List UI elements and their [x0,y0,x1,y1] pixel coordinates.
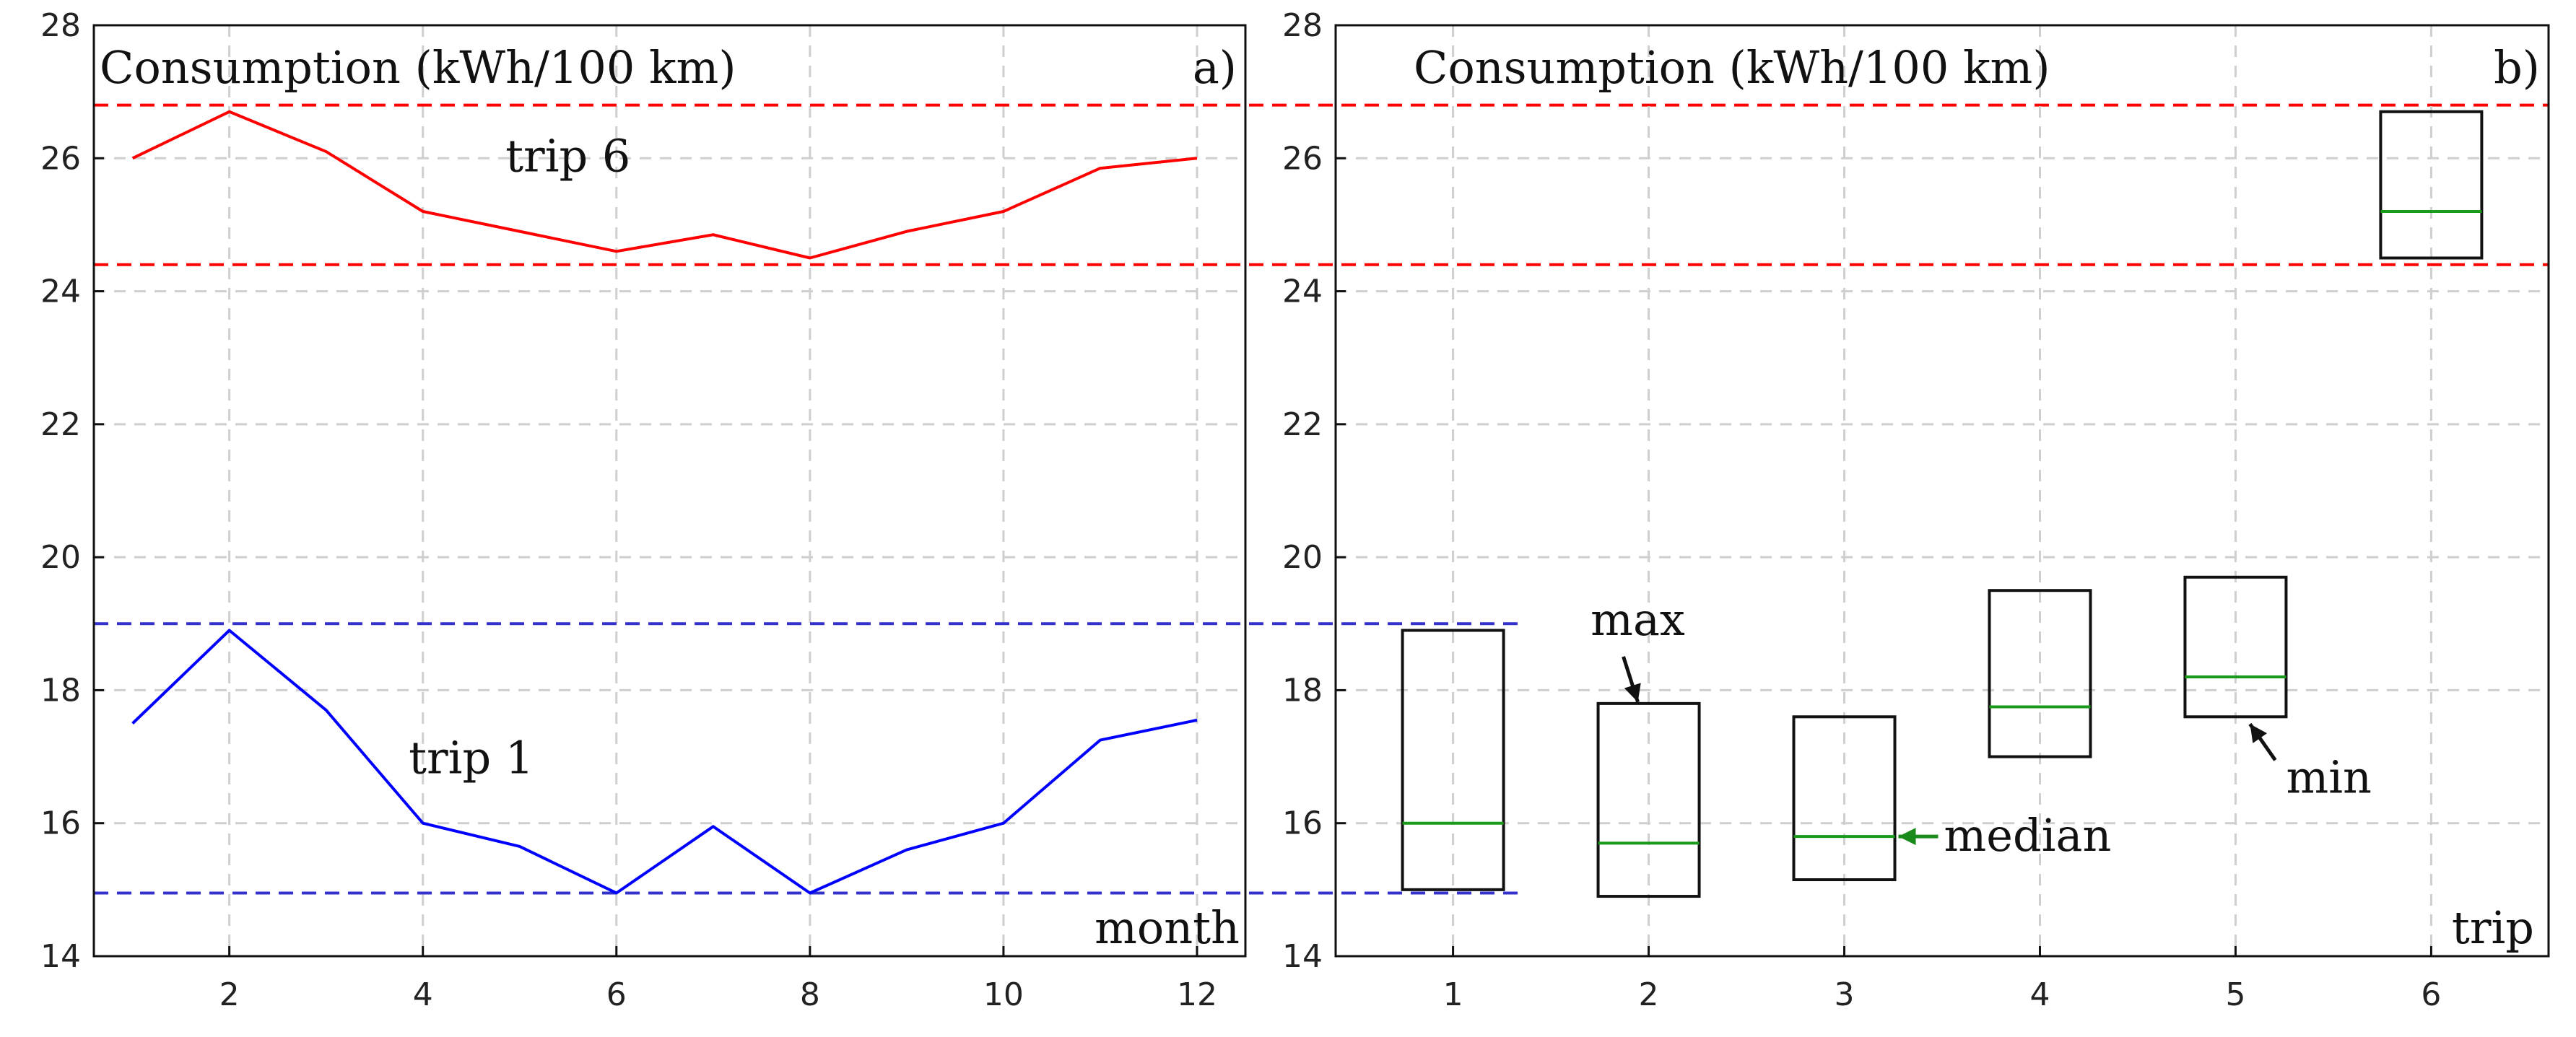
x-tick-label: 12 [1177,976,1217,1013]
panel-a-grid [94,25,1245,956]
panel-b-grid [1336,25,2549,956]
box-trip-6 [2379,110,2484,260]
series-line-trip-1 [131,629,1198,895]
panel-b-label: b) [2494,41,2540,94]
panel-b-frame [1334,24,2550,958]
panel-b-title: Consumption (kWh/100 km) [1414,41,2050,94]
y-tick-label: 24 [40,274,81,310]
y-tick-label: 18 [1282,672,1323,709]
panel-a-series [131,110,1198,895]
median-annotation: median [1944,809,2112,862]
box-trip-2 [1596,701,1701,898]
median-arrowhead [1898,828,1916,846]
max-annotation: max [1591,593,1685,646]
x-tick-label: 3 [1835,976,1855,1013]
panel-a-xlabel: month [1095,901,1240,954]
trip-1-series-label: trip 1 [409,732,534,784]
x-tick-label: 4 [2029,976,2050,1013]
x-tick-label: 2 [219,976,240,1013]
y-tick-label: 28 [1282,7,1323,44]
y-tick-label: 14 [1282,938,1323,975]
y-tick-label: 26 [1282,140,1323,177]
y-tick-label: 14 [40,938,81,975]
x-tick-label: 4 [413,976,433,1013]
box-trip-1 [1401,629,1505,891]
box-trip-4 [1988,589,2092,758]
panel-b-box-chart: 14 16 18 20 22 24 26 28 1 2 3 4 5 6 Consumption (kWh/… [1282,7,2550,1013]
y-tick-label: 28 [40,7,81,44]
panel-b-xlabel: trip [2452,901,2534,954]
panel-a-label: a) [1193,41,1237,94]
y-tick-label: 18 [40,672,81,709]
panel-a-frame [92,24,1247,958]
x-tick-label: 2 [1639,976,1659,1013]
max-arrowhead [1624,683,1641,702]
panel-b-tick-labels: 14 16 18 20 22 24 26 28 1 2 3 4 5 6 [1282,7,2441,1013]
x-tick-label: 8 [800,976,820,1013]
min-annotation: min [2286,751,2372,803]
trip-6-series-label: trip 6 [505,130,630,183]
series-line-trip-6 [131,110,1198,260]
y-tick-label: 16 [40,805,81,842]
y-tick-label: 20 [1282,539,1323,576]
panel-a-title: Consumption (kWh/100 km) [100,41,736,94]
panel-b-annotations: max min median [1591,593,2372,862]
min-arrowhead [2250,724,2268,743]
panel-a-reference-lines [94,103,2549,895]
y-tick-label: 26 [40,140,81,177]
x-tick-label: 6 [606,976,627,1013]
x-tick-label: 10 [983,976,1024,1013]
y-tick-label: 24 [1282,274,1323,310]
y-tick-label: 20 [40,539,81,576]
x-tick-label: 1 [1443,976,1463,1013]
y-tick-label: 16 [1282,805,1323,842]
y-tick-label: 22 [40,406,81,443]
box-trip-5 [2183,575,2288,719]
y-tick-label: 22 [1282,406,1323,443]
box-trip-3 [1792,715,1897,882]
panel-b-boxes [1401,110,2484,898]
x-tick-label: 6 [2421,976,2441,1013]
x-tick-label: 5 [2225,976,2245,1013]
